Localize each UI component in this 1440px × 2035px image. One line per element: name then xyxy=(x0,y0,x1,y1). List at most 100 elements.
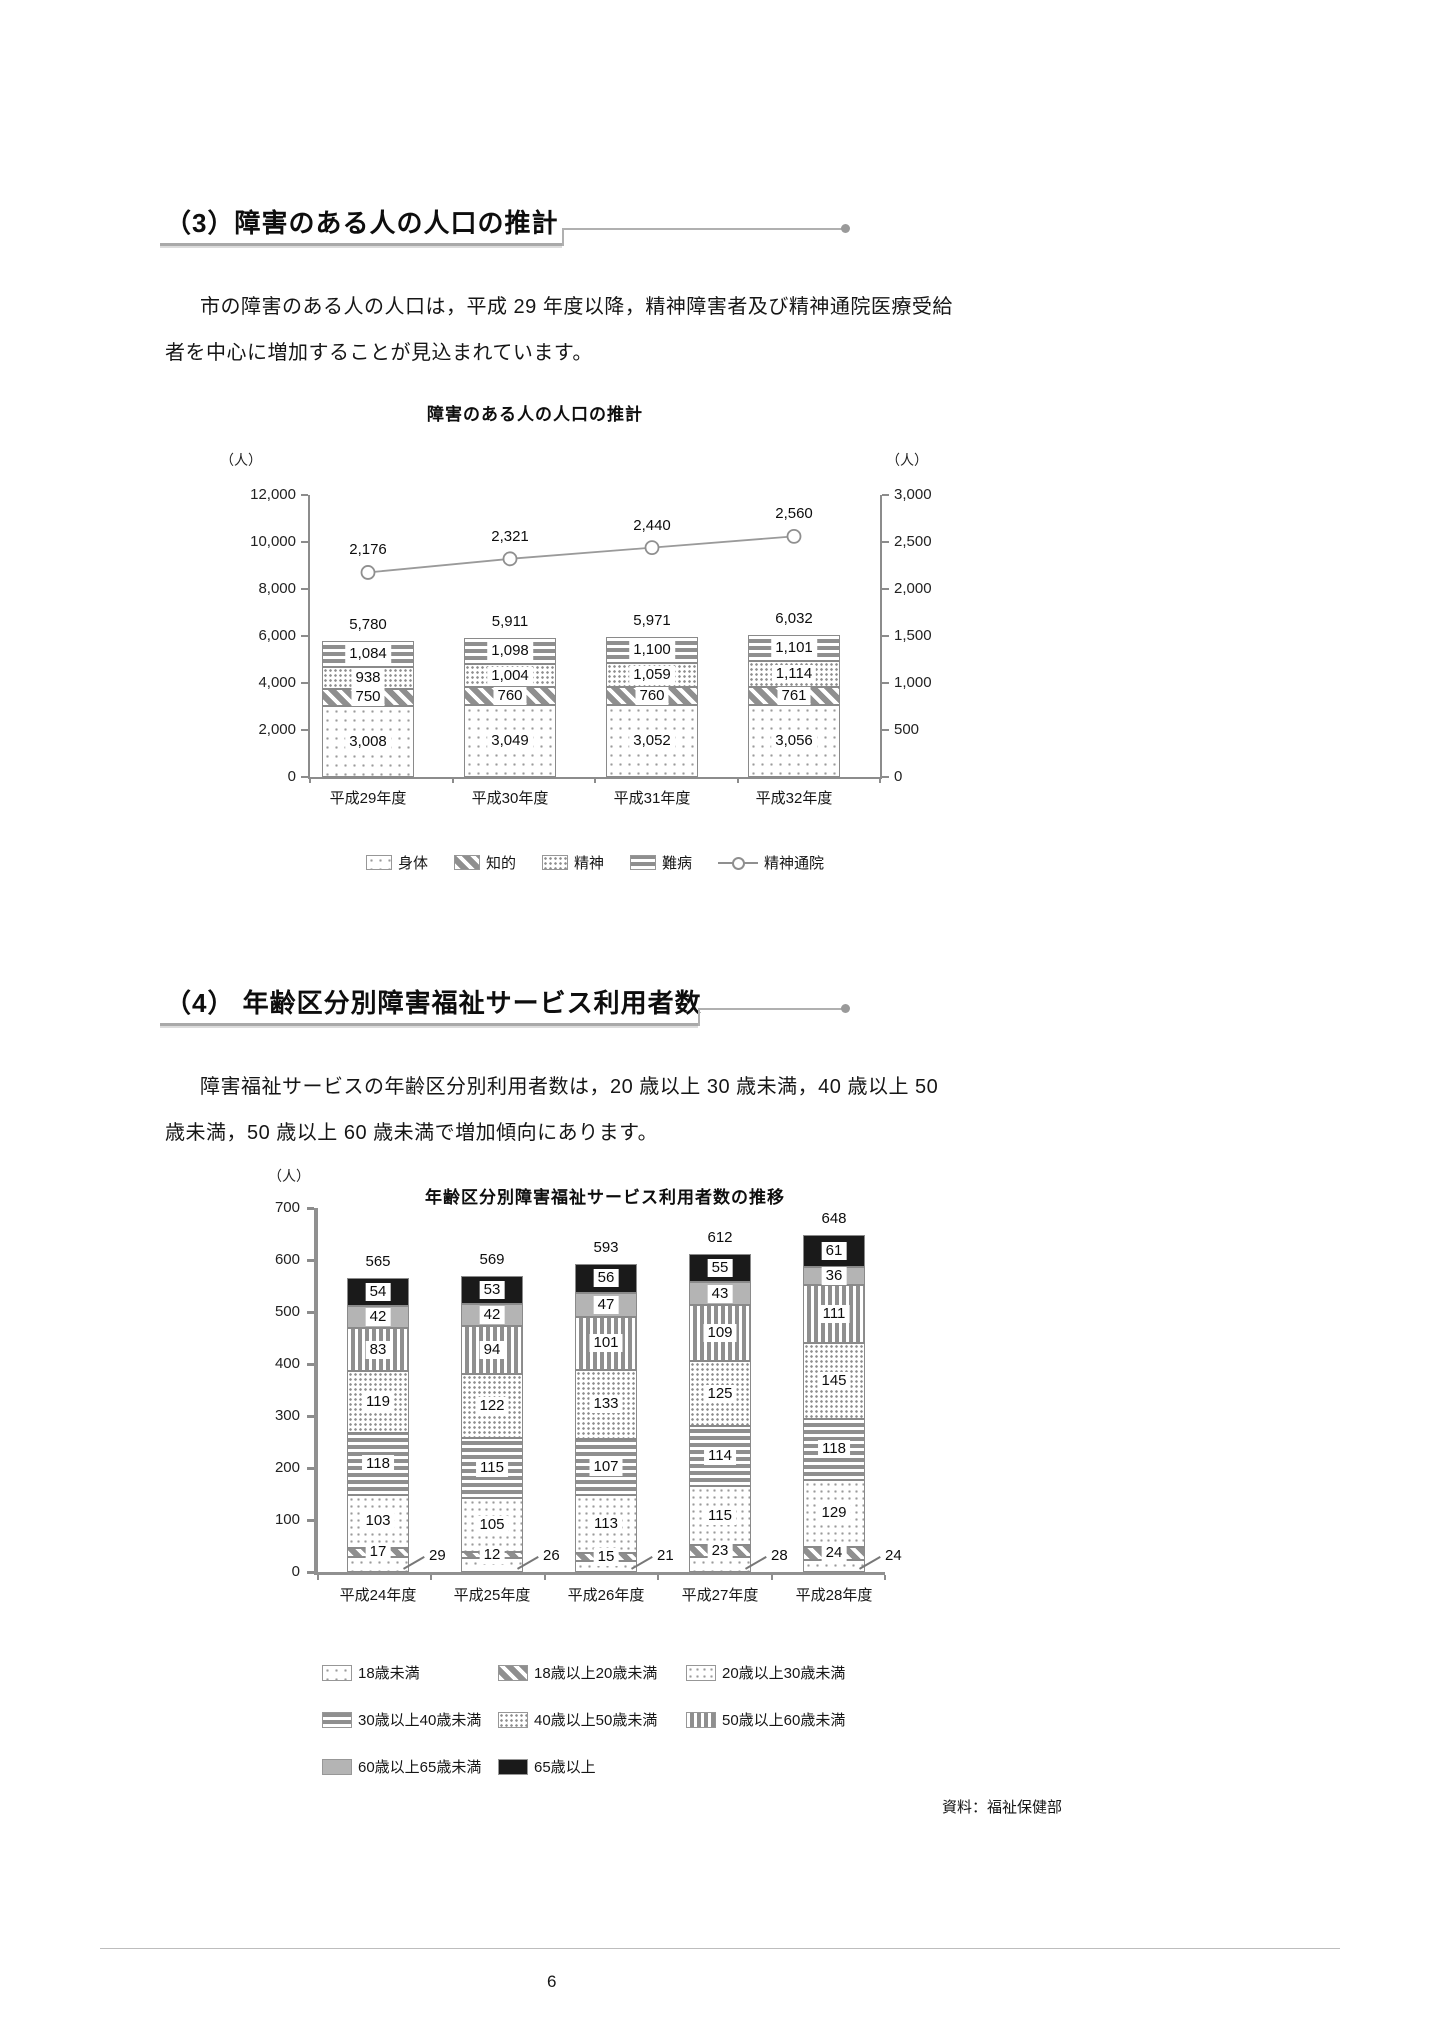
chart1-title: 障害のある人の人口の推計 xyxy=(427,405,643,424)
section3-heading-connector-stub xyxy=(562,228,564,246)
chart1-bar-total: 5,911 xyxy=(491,613,529,631)
chart1-bar-segment-身体: 3,056 xyxy=(748,705,840,777)
chart2-segment-value: 119 xyxy=(362,1393,394,1412)
chart2-segment-value: 12 xyxy=(479,1546,505,1565)
chart1-left-tick xyxy=(301,635,308,637)
chart2-bar-segment-60歳以上65歳未満: 42 xyxy=(347,1306,409,1329)
chart2-segment-value: 15 xyxy=(593,1548,619,1567)
chart1-bar-segment-難病: 1,100 xyxy=(606,636,698,663)
chart1-left-tick xyxy=(301,588,308,590)
chart2-legend-label: 60歳以上65歳未満 xyxy=(358,1759,482,1776)
chart2-left-tick xyxy=(307,1519,314,1522)
chart1-bar-segment-知的: 760 xyxy=(464,687,556,706)
chart2-legend-label: 18歳以上20歳未満 xyxy=(534,1665,658,1682)
chart2-legend-item-65歳以上: 65歳以上 xyxy=(498,1756,686,1777)
chart1-left-tick xyxy=(301,729,308,731)
section4-heading: （4） 年齢区分別障害福祉サービス利用者数 xyxy=(165,988,702,1018)
chart2-bar-segment-20歳以上30歳未満: 129 xyxy=(803,1479,865,1548)
chart2-legend: 18歳未満 18歳以上20歳未満 20歳以上30歳未満 30歳以上40歳未満 40歳以上… xyxy=(322,1662,906,1777)
chart2-legend-label: 30歳以上40歳未満 xyxy=(358,1712,482,1729)
chart1-segment-value: 1,084 xyxy=(345,644,391,663)
chart2-legend-item-18歳以上20歳未満: 18歳以上20歳未満 xyxy=(498,1662,686,1683)
chart1-legend-label: 知的 xyxy=(485,855,516,872)
section4-paragraph-line2: 歳未満，50 歳以上 60 歳未満で増加傾向にあります。 xyxy=(165,1122,659,1144)
chart2-bar-total: 648 xyxy=(821,1210,847,1228)
chart2-segment-value-outside: 21 xyxy=(657,1547,674,1564)
chart2-y-axis xyxy=(314,1208,318,1575)
chart1-legend-item-精神: 精神 xyxy=(541,852,604,873)
chart1-right-tick xyxy=(882,729,889,731)
chart2-legend-label: 18歳未満 xyxy=(358,1665,420,1682)
chart2-left-tick-label: 300 xyxy=(274,1407,300,1424)
chart1-left-tick xyxy=(301,682,308,684)
chart2-bar-segment-40歳以上50歳未満: 133 xyxy=(575,1369,637,1439)
chart2-bar-segment-18歳以上20歳未満: 12 xyxy=(461,1546,523,1565)
chart2-legend-item-60歳以上65歳未満: 60歳以上65歳未満 xyxy=(322,1756,498,1777)
chart1-line-marker xyxy=(644,540,660,556)
chart1-bar-total: 5,780 xyxy=(349,616,387,634)
chart2-legend-item-50歳以上60歳未満: 50歳以上60歳未満 xyxy=(686,1709,906,1730)
chart2-x-label: 平成25年度 xyxy=(453,1587,531,1604)
section3-heading-dot xyxy=(841,224,850,233)
chart1-segment-value: 3,008 xyxy=(345,732,391,751)
chart1-left-tick-label: 10,000 xyxy=(250,533,296,550)
chart2-bar-segment-30歳以上40歳未満: 118 xyxy=(803,1418,865,1480)
chart2-category-tick xyxy=(884,1575,886,1580)
chart2-bar-segment-20歳以上30歳未満: 115 xyxy=(689,1485,751,1546)
chart2-x-label: 平成27年度 xyxy=(681,1587,759,1604)
chart1-left-tick-label: 2,000 xyxy=(258,721,296,738)
chart1-right-tick xyxy=(882,635,889,637)
chart1-line-value: 2,176 xyxy=(349,541,387,559)
chart1-x-label: 平成32年度 xyxy=(755,790,833,807)
chart1-segment-value: 3,056 xyxy=(771,732,817,751)
section3-paragraph-line1: 市の障害のある人の人口は，平成 29 年度以降，精神障害者及び精神通院医療受給 xyxy=(200,296,953,318)
chart2-left-tick-label: 100 xyxy=(274,1511,300,1528)
chart1-line-marker xyxy=(360,565,376,580)
dots-sparse-swatch-icon xyxy=(322,1664,352,1681)
chart2-left-tick-label: 0 xyxy=(291,1563,300,1580)
chart2-bar-segment-65歳以上: 56 xyxy=(575,1263,637,1293)
chart1-segment-value: 1,059 xyxy=(629,665,675,684)
chart2-bar-segment-65歳以上: 53 xyxy=(461,1276,523,1304)
chart2-segment-value: 111 xyxy=(818,1305,850,1324)
chart2-segment-value: 105 xyxy=(475,1515,509,1534)
chart1-line-value: 2,560 xyxy=(775,505,813,523)
chart2-left-tick xyxy=(307,1311,314,1314)
chart2-segment-value: 55 xyxy=(707,1259,733,1278)
chart2-segment-value: 115 xyxy=(704,1506,736,1525)
chart2-segment-value-outside: 24 xyxy=(885,1547,902,1564)
chart1-left-tick-label: 6,000 xyxy=(258,627,296,644)
chart2-left-tick-label: 700 xyxy=(274,1199,300,1216)
chart1-line-series xyxy=(360,528,802,580)
chart1-left-tick xyxy=(301,776,308,778)
page-number: 6 xyxy=(547,1972,557,1991)
chart2-bar-total: 569 xyxy=(479,1251,505,1269)
chart2-segment-value: 101 xyxy=(589,1334,623,1353)
chart2-title: 年齢区分別障害福祉サービス利用者数の推移 xyxy=(425,1188,785,1207)
chart1-category-tick xyxy=(879,777,881,783)
chart1-right-tick xyxy=(882,682,889,684)
chart2-bar-segment-30歳以上40歳未満: 118 xyxy=(347,1433,409,1495)
chart2-bar-segment-50歳以上60歳未満: 109 xyxy=(689,1304,751,1362)
chart1-legend-label: 精神通院 xyxy=(764,855,825,872)
chart2-legend-item-30歳以上40歳未満: 30歳以上40歳未満 xyxy=(322,1709,498,1730)
chart2-bar-segment-40歳以上50歳未満: 122 xyxy=(461,1374,523,1438)
chart1-line-value: 2,321 xyxy=(491,527,529,545)
chart1-legend-item-難病: 難病 xyxy=(630,852,692,873)
diagonal-swatch-icon xyxy=(453,855,480,870)
chart1-right-tick xyxy=(882,541,889,543)
chart2-segment-value: 23 xyxy=(707,1542,733,1561)
dots-dense-swatch-icon xyxy=(541,855,568,870)
chart1-legend-label: 難病 xyxy=(662,855,693,872)
chart1-bar-segment-身体: 3,052 xyxy=(606,705,698,777)
chart1-x-label: 平成29年度 xyxy=(329,790,407,807)
chart2-left-tick-label: 400 xyxy=(274,1355,300,1372)
chart2-legend-item-40歳以上50歳未満: 40歳以上50歳未満 xyxy=(498,1709,686,1730)
chart1-bar-segment-知的: 760 xyxy=(606,687,698,706)
chart2-segment-value: 42 xyxy=(479,1305,505,1324)
chart2-segment-value-outside: 26 xyxy=(543,1547,560,1564)
chart2-bar-segment-18歳未満 xyxy=(689,1557,751,1572)
dots-sparse-swatch-icon xyxy=(365,855,392,870)
chart2-bar-total: 612 xyxy=(707,1228,733,1246)
chart2-bar-segment-20歳以上30歳未満: 103 xyxy=(347,1494,409,1549)
